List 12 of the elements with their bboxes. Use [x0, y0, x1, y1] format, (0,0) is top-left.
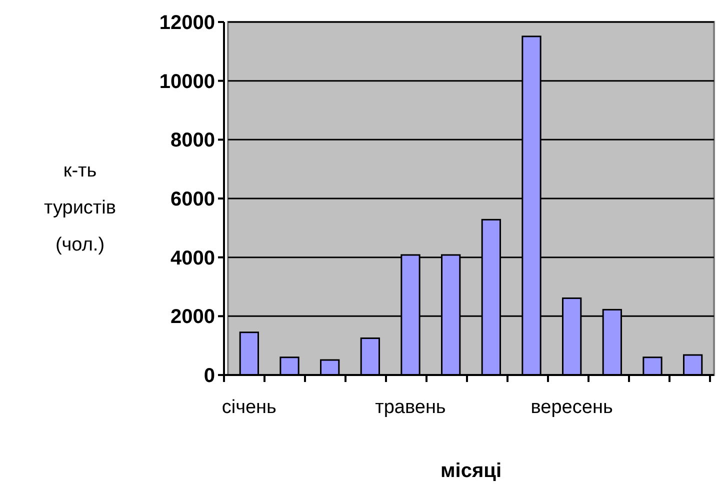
- y-tick-label: 12000: [159, 12, 215, 34]
- y-tick-label: 10000: [159, 70, 215, 93]
- y-tick-label: 6000: [170, 188, 215, 210]
- x-tick-label: травень: [375, 397, 446, 418]
- y-axis-title: к-ть туристів (чол.): [44, 160, 116, 256]
- x-tick-label: вересень: [530, 397, 613, 418]
- y-tick-label: 4000: [170, 247, 215, 270]
- y-tick-label: 8000: [170, 130, 215, 152]
- x-axis-title: місяці: [440, 460, 502, 482]
- y-tick-label: 0: [204, 365, 215, 387]
- x-tick-label: січень: [222, 397, 277, 418]
- y-tick-label: 2000: [170, 306, 215, 328]
